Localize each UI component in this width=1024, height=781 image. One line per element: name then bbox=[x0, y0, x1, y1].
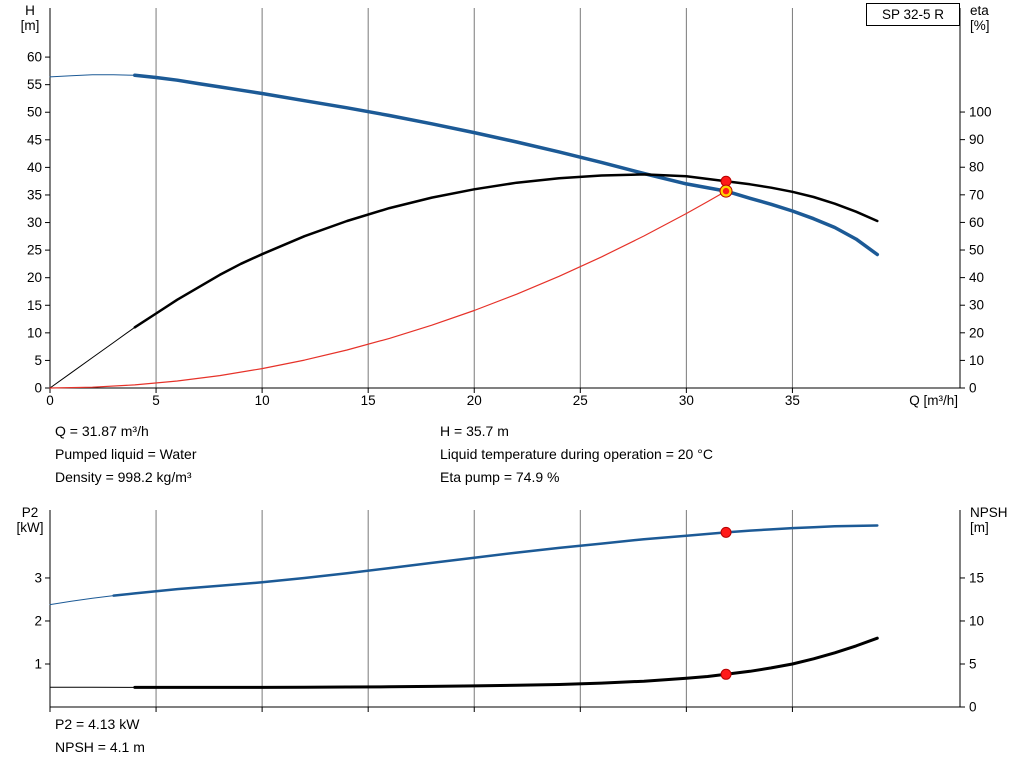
system-curve bbox=[49, 190, 727, 389]
readout-npsh: NPSH = 4.1 m bbox=[55, 739, 145, 755]
x-tick-label: 0 bbox=[46, 393, 54, 408]
y-left-tick-label: 25 bbox=[27, 243, 42, 258]
y-right-tick-label: 10 bbox=[969, 613, 984, 628]
y-left-tick-label: 15 bbox=[27, 298, 42, 313]
x-tick-label: 10 bbox=[255, 393, 270, 408]
y-left-tick-label: 40 bbox=[27, 160, 42, 175]
readout-head: H = 35.7 m bbox=[440, 423, 509, 439]
y-left-tick-label: 50 bbox=[27, 105, 42, 120]
y-left-tick-label: 45 bbox=[27, 132, 42, 147]
y-left-tick-label: 60 bbox=[27, 50, 42, 65]
x-axis-title: Q [m³/h] bbox=[909, 393, 958, 408]
y-right-tick-label: 30 bbox=[969, 298, 984, 313]
efficiency-curve bbox=[133, 173, 879, 329]
y-right-tick-label: 20 bbox=[969, 325, 984, 340]
y-right-axis-title: [%] bbox=[970, 18, 990, 33]
y-left-tick-label: 10 bbox=[27, 325, 42, 340]
y-left-tick-label: 20 bbox=[27, 270, 42, 285]
x-tick-label: 30 bbox=[679, 393, 694, 408]
readout-flow: Q = 31.87 m³/h bbox=[55, 423, 149, 439]
power-npsh-readouts: P2 = 4.13 kW NPSH = 4.1 m bbox=[55, 713, 145, 759]
power-p2-curve-lead bbox=[49, 595, 115, 606]
y-right-tick-label: 40 bbox=[969, 270, 984, 285]
y-right-axis-title: NPSH bbox=[970, 505, 1008, 520]
y-right-tick-label: 10 bbox=[969, 353, 984, 368]
duty-point-npsh bbox=[720, 668, 732, 680]
x-tick-label: 5 bbox=[152, 393, 160, 408]
x-tick-label: 15 bbox=[361, 393, 376, 408]
y-left-axis-title: P2 bbox=[22, 505, 39, 520]
x-tick-label: 25 bbox=[573, 393, 588, 408]
y-right-tick-label: 50 bbox=[969, 243, 984, 258]
power-p2-curve bbox=[112, 524, 879, 597]
y-right-tick-label: 70 bbox=[969, 187, 984, 202]
duty-point-head-center bbox=[722, 187, 730, 195]
y-right-tick-label: 90 bbox=[969, 132, 984, 147]
y-left-tick-label: 30 bbox=[27, 215, 42, 230]
pump-head-curve bbox=[133, 73, 880, 257]
duty-readouts-left: Q = 31.87 m³/h Pumped liquid = Water Den… bbox=[55, 420, 197, 489]
y-left-axis-title: H bbox=[25, 3, 35, 18]
y-right-tick-label: 0 bbox=[969, 700, 977, 715]
y-right-axis-title: [m] bbox=[970, 520, 989, 535]
y-left-tick-label: 3 bbox=[34, 570, 42, 585]
y-left-tick-label: 1 bbox=[34, 656, 42, 671]
y-left-tick-label: 35 bbox=[27, 187, 42, 202]
readout-pumped-liquid: Pumped liquid = Water bbox=[55, 446, 197, 462]
x-tick-label: 35 bbox=[785, 393, 800, 408]
y-right-tick-label: 80 bbox=[969, 160, 984, 175]
y-left-tick-label: 2 bbox=[34, 613, 42, 628]
y-right-tick-label: 0 bbox=[969, 381, 977, 396]
y-right-tick-label: 60 bbox=[969, 215, 984, 230]
y-right-tick-label: 15 bbox=[969, 570, 984, 585]
duty-point-power bbox=[720, 526, 732, 538]
readout-density: Density = 998.2 kg/m³ bbox=[55, 469, 192, 485]
y-right-tick-label: 100 bbox=[969, 105, 992, 120]
y-left-axis-title: [kW] bbox=[17, 520, 44, 535]
y-right-tick-label: 5 bbox=[969, 656, 977, 671]
y-left-tick-label: 55 bbox=[27, 77, 42, 92]
npsh-curve bbox=[133, 636, 879, 689]
x-tick-label: 20 bbox=[467, 393, 482, 408]
y-left-tick-label: 0 bbox=[34, 381, 42, 396]
readout-efficiency: Eta pump = 74.9 % bbox=[440, 469, 560, 485]
y-right-axis-title: eta bbox=[970, 3, 989, 18]
pump-type-label: SP 32-5 R bbox=[866, 3, 960, 26]
readout-power: P2 = 4.13 kW bbox=[55, 716, 140, 732]
pump-head-curve-lead bbox=[49, 74, 136, 78]
readout-temperature: Liquid temperature during operation = 20… bbox=[440, 446, 713, 462]
duty-readouts-right: H = 35.7 m Liquid temperature during ope… bbox=[440, 420, 713, 489]
y-left-axis-title: [m] bbox=[21, 18, 40, 33]
y-left-tick-label: 5 bbox=[34, 353, 42, 368]
efficiency-curve-lead bbox=[49, 326, 136, 389]
